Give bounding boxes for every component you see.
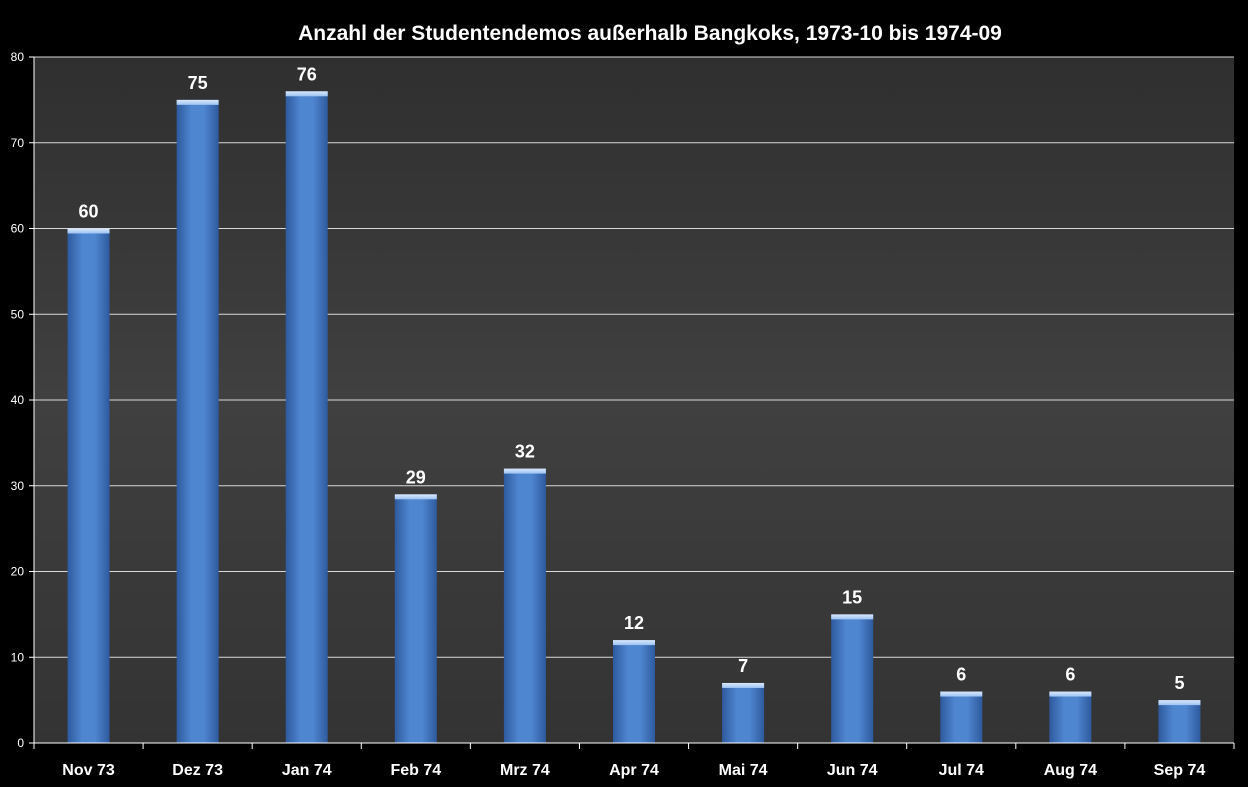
data-label: 6 <box>956 665 966 685</box>
data-label: 5 <box>1174 673 1184 693</box>
bar <box>394 494 437 743</box>
data-label: 29 <box>406 467 426 487</box>
x-tick-label: Sep 74 <box>1154 762 1206 779</box>
x-tick-label: Mai 74 <box>719 762 768 779</box>
x-tick-label: Dez 73 <box>172 762 223 779</box>
y-tick-label: 60 <box>11 222 25 236</box>
data-label: 60 <box>79 202 99 222</box>
y-tick-label: 50 <box>11 307 25 321</box>
chart-title: Anzahl der Studentendemos außerhalb Bang… <box>298 22 1002 45</box>
bar-cap <box>831 614 874 620</box>
bar-cap <box>940 691 983 697</box>
y-tick-label: 10 <box>11 650 25 664</box>
bar <box>1158 700 1201 743</box>
bar <box>67 228 110 743</box>
bar <box>176 99 219 743</box>
bar-cap <box>394 494 437 500</box>
data-label: 12 <box>624 613 644 633</box>
x-tick-label: Nov 73 <box>62 762 115 779</box>
bar-cap <box>722 682 765 688</box>
bars <box>67 91 1201 744</box>
y-tick-label: 70 <box>11 136 25 150</box>
bar <box>722 682 765 743</box>
y-tick-label: 0 <box>17 736 24 750</box>
bar-cap <box>1158 700 1201 706</box>
bar <box>940 691 983 743</box>
data-label: 76 <box>297 64 317 84</box>
data-label: 75 <box>188 73 208 93</box>
bar-cap <box>1049 691 1092 697</box>
bar-cap <box>503 468 546 474</box>
x-tick-label: Mrz 74 <box>500 762 550 779</box>
y-tick-label: 30 <box>11 479 25 493</box>
x-tick-label: Feb 74 <box>390 762 441 779</box>
bar-cap <box>176 99 219 105</box>
bar <box>1049 691 1092 743</box>
data-label: 15 <box>842 587 862 607</box>
data-label: 6 <box>1065 665 1075 685</box>
data-label: 7 <box>738 656 748 676</box>
bar <box>285 91 328 744</box>
x-tick-label: Jun 74 <box>827 762 878 779</box>
x-tick-label: Apr 74 <box>609 762 659 779</box>
bar-cap <box>67 228 110 234</box>
gridlines <box>34 56 1234 658</box>
y-tick-label: 40 <box>11 393 25 407</box>
data-labels: 60 75 76 29 32 12 7 15 6 6 5 <box>79 64 1185 693</box>
x-tick-label: Aug 74 <box>1044 762 1097 779</box>
bar <box>613 640 655 743</box>
bar <box>503 468 546 743</box>
y-tick-label: 20 <box>11 565 25 579</box>
bar-cap <box>613 640 655 646</box>
bar-cap <box>285 91 328 97</box>
axes: 0 10 20 30 40 50 60 70 80 Nov 73 Dez 73 Jan 74 Feb 7… <box>11 50 1235 779</box>
bar <box>831 614 874 743</box>
y-tick-label: 80 <box>11 50 25 64</box>
x-tick-label: Jan 74 <box>282 762 332 779</box>
data-label: 32 <box>515 442 535 462</box>
x-tick-label: Jul 74 <box>939 762 984 779</box>
